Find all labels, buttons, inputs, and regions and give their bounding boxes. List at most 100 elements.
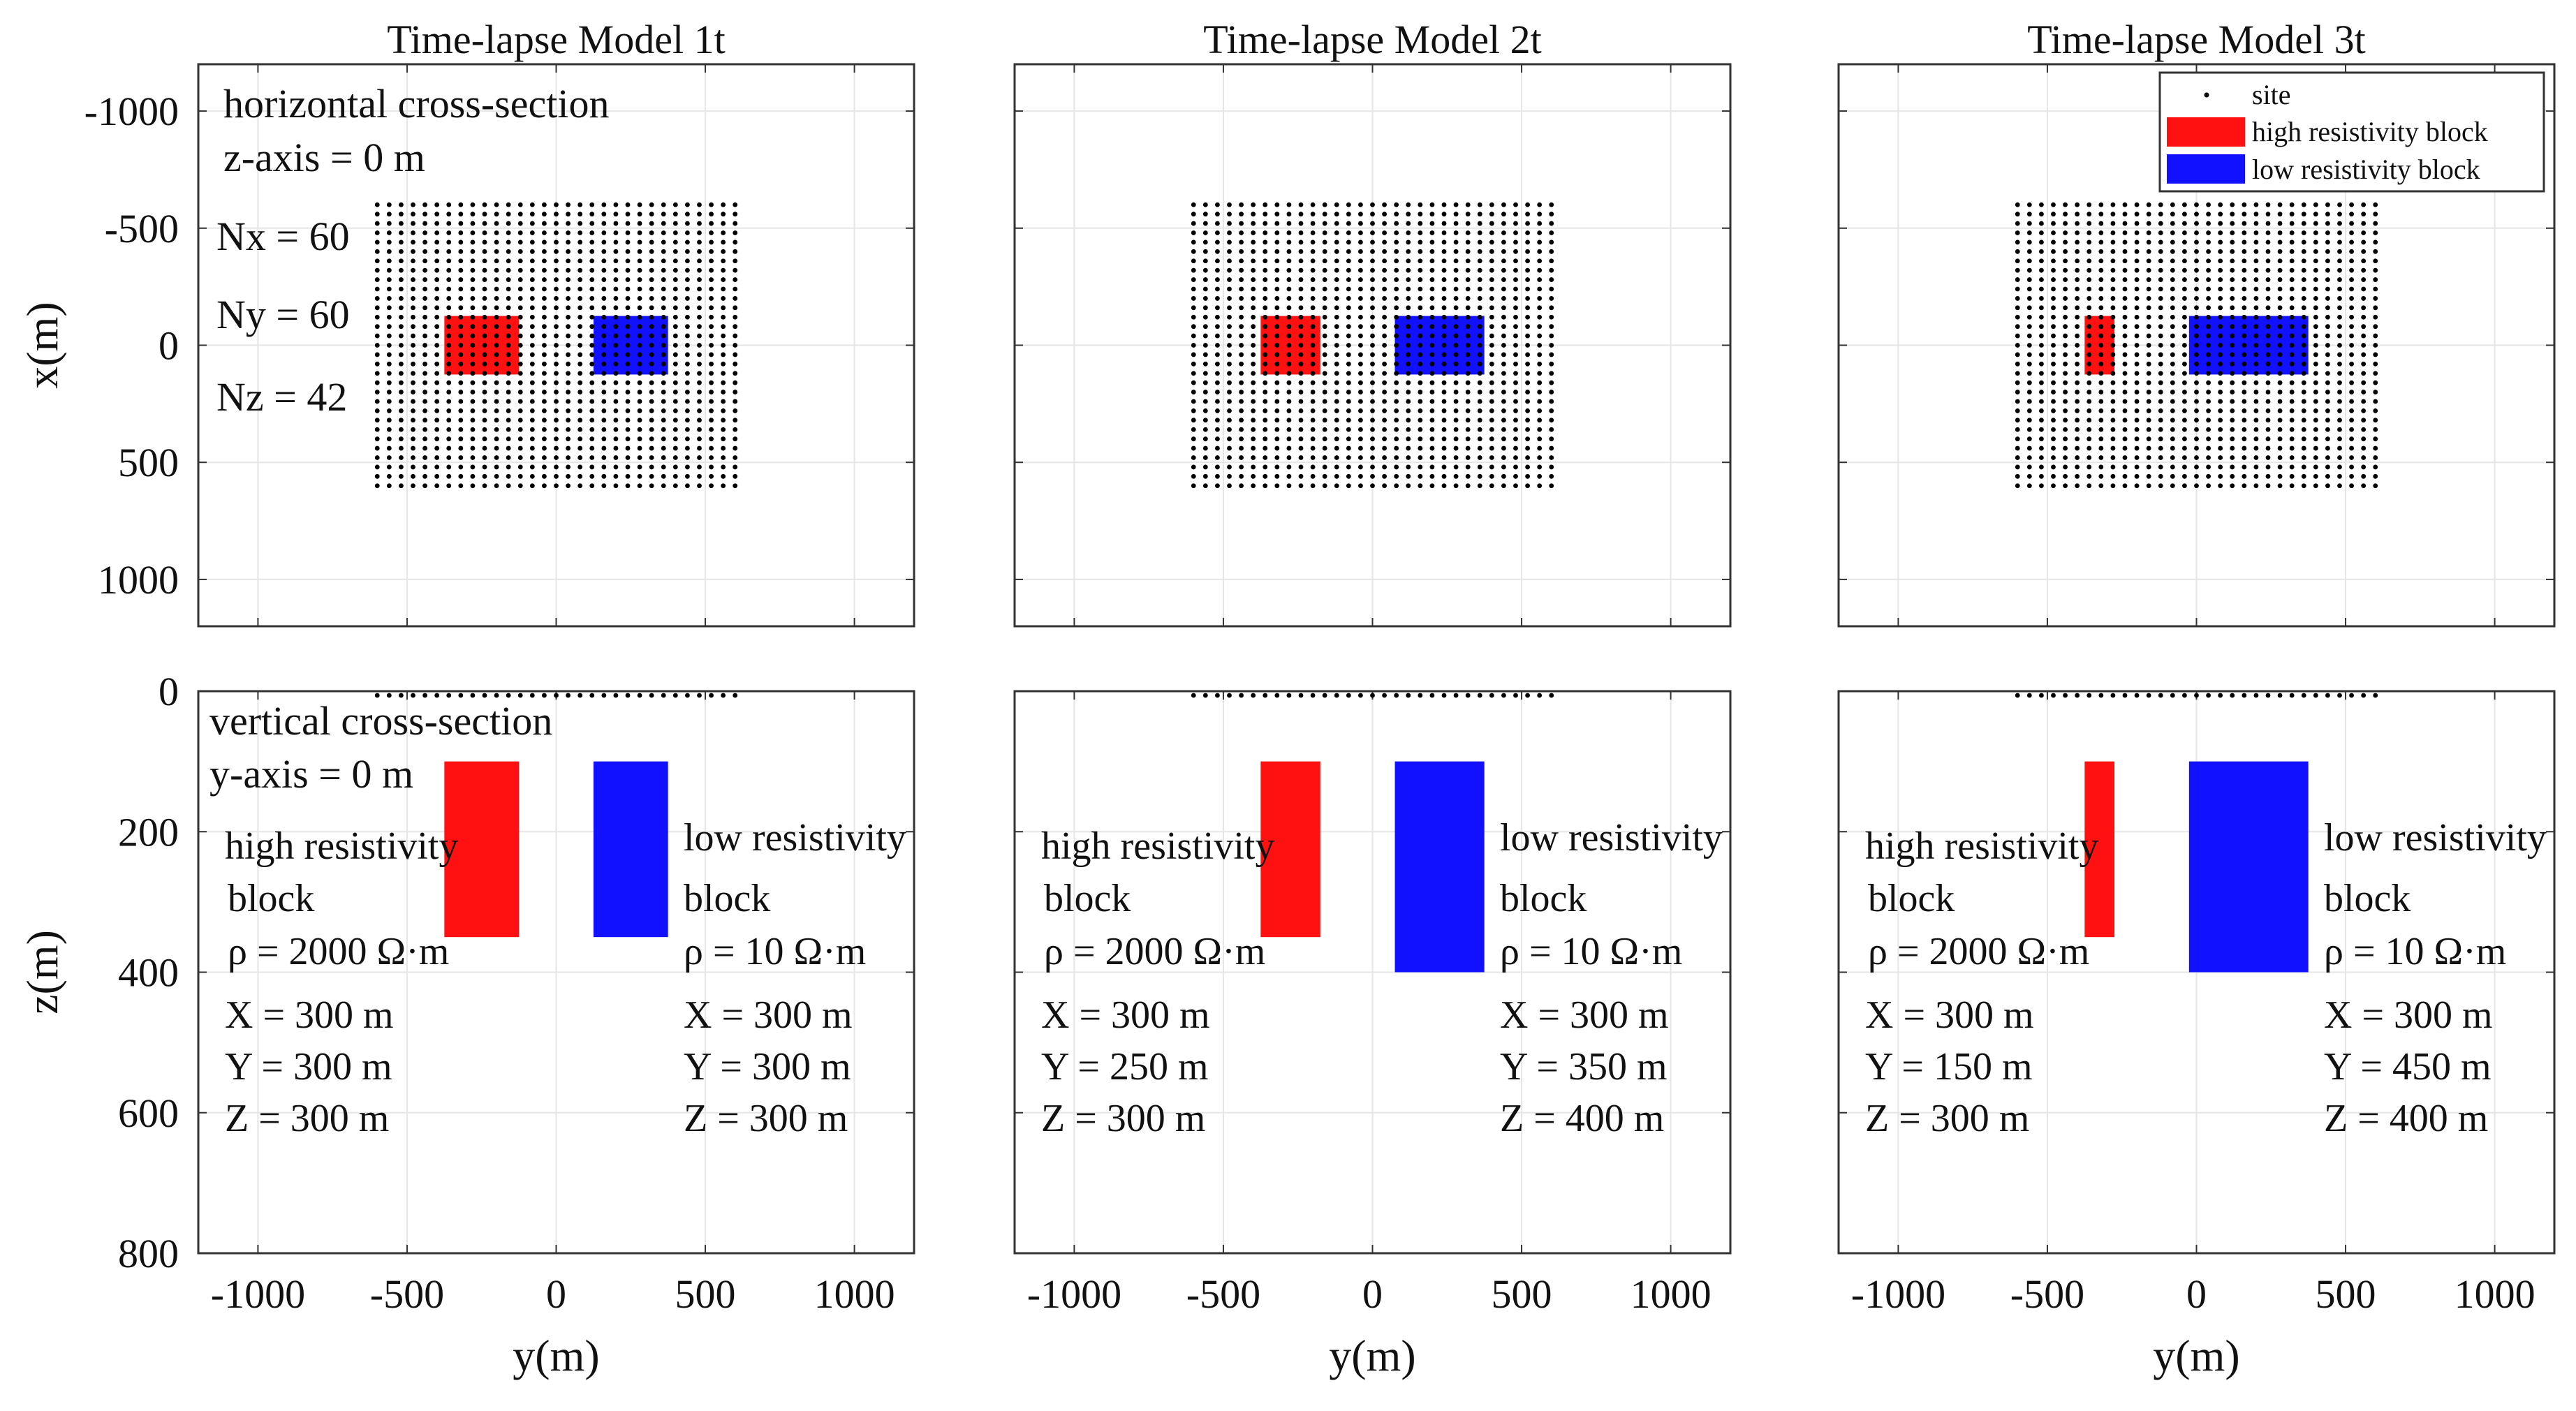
- site-marker: [1322, 221, 1327, 226]
- site-marker: [411, 202, 415, 207]
- site-marker: [446, 212, 452, 217]
- site-marker: [2194, 445, 2199, 451]
- site-marker: [2194, 305, 2199, 311]
- site-marker: [2361, 464, 2367, 470]
- site-marker: [2026, 693, 2032, 698]
- site-marker: [721, 418, 726, 423]
- site-marker: [2110, 483, 2116, 489]
- site-marker: [2194, 267, 2199, 273]
- site-marker: [1370, 230, 1375, 235]
- site-marker: [2253, 314, 2259, 320]
- site-marker: [554, 239, 559, 245]
- site-marker: [2098, 371, 2104, 376]
- site-marker: [2110, 343, 2116, 348]
- site-marker: [2361, 230, 2367, 235]
- site-marker: [613, 399, 619, 404]
- site-marker: [542, 693, 547, 698]
- site-marker: [422, 230, 427, 235]
- site-marker: [566, 343, 571, 348]
- site-marker: [458, 361, 464, 367]
- site-marker: [434, 305, 440, 311]
- site-marker: [2289, 418, 2295, 423]
- site-marker: [2158, 418, 2163, 423]
- site-marker: [2313, 390, 2318, 394]
- site-marker: [1215, 324, 1220, 330]
- site-marker: [1322, 455, 1327, 460]
- site-marker: [601, 455, 607, 460]
- site-marker: [709, 371, 714, 376]
- site-marker: [2253, 473, 2259, 479]
- site-marker: [434, 324, 440, 330]
- site-marker: [1549, 258, 1554, 264]
- site-marker: [517, 361, 523, 367]
- site-marker: [2134, 352, 2140, 357]
- site-marker: [1346, 286, 1351, 292]
- annotation-text: horizontal cross-section: [223, 81, 609, 126]
- site-marker: [446, 305, 452, 311]
- site-marker: [1453, 258, 1459, 264]
- site-marker: [2039, 277, 2044, 282]
- site-marker: [1191, 445, 1196, 451]
- site-marker: [661, 230, 666, 235]
- site-marker: [2075, 296, 2080, 301]
- site-marker: [1382, 221, 1387, 226]
- site-marker: [1370, 305, 1375, 311]
- site-marker: [697, 380, 702, 385]
- site-marker: [1263, 408, 1268, 413]
- site-marker: [2301, 693, 2306, 698]
- site-marker: [1263, 464, 1268, 470]
- site-marker: [1239, 436, 1244, 442]
- site-marker: [1501, 333, 1506, 339]
- site-marker: [2075, 258, 2080, 264]
- site-marker: [2361, 239, 2367, 245]
- site-marker: [529, 258, 535, 264]
- site-marker: [482, 212, 487, 217]
- site-marker: [1346, 352, 1351, 357]
- site-marker: [2146, 296, 2151, 301]
- site-marker: [2289, 202, 2295, 207]
- site-marker: [1418, 343, 1423, 348]
- site-marker: [2337, 202, 2342, 207]
- site-marker: [2026, 267, 2032, 273]
- site-marker: [2230, 693, 2235, 698]
- site-marker: [470, 445, 476, 451]
- site-marker: [2301, 314, 2306, 320]
- site-marker: [434, 483, 440, 489]
- site-marker: [470, 249, 476, 254]
- site-marker: [1202, 258, 1208, 264]
- site-marker: [1227, 212, 1232, 217]
- site-marker: [733, 286, 738, 292]
- site-marker: [2230, 464, 2235, 470]
- site-marker: [2313, 371, 2318, 376]
- site-marker: [601, 305, 607, 311]
- site-marker: [1358, 343, 1363, 348]
- high-block-label: Y = 300 m: [225, 1045, 392, 1088]
- site-marker: [1453, 249, 1459, 254]
- site-marker: [2289, 436, 2295, 442]
- site-marker: [1382, 249, 1387, 254]
- site-marker: [1239, 361, 1244, 367]
- site-marker: [1346, 230, 1351, 235]
- site-marker: [1382, 286, 1387, 292]
- site-marker: [1191, 408, 1196, 413]
- site-marker: [422, 390, 427, 394]
- site-marker: [2063, 427, 2068, 432]
- site-marker: [2110, 352, 2116, 357]
- site-marker: [399, 212, 404, 217]
- site-marker: [542, 277, 547, 282]
- site-marker: [2015, 314, 2020, 320]
- site-marker: [1513, 267, 1518, 273]
- site-marker: [2349, 390, 2354, 394]
- site-marker: [1286, 361, 1292, 367]
- site-marker: [1477, 212, 1482, 217]
- site-marker: [2039, 371, 2044, 376]
- site-marker: [1191, 418, 1196, 423]
- site-marker: [2253, 399, 2259, 404]
- site-marker: [2182, 212, 2187, 217]
- site-marker: [625, 258, 631, 264]
- site-marker: [2253, 380, 2259, 385]
- site-marker: [1453, 390, 1459, 394]
- site-marker: [1382, 464, 1387, 470]
- low-block-label: X = 300 m: [1500, 993, 1669, 1037]
